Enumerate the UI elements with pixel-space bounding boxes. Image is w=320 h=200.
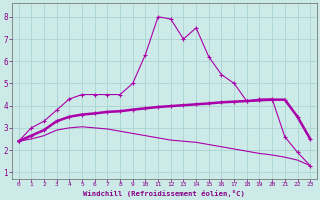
X-axis label: Windchill (Refroidissement éolien,°C): Windchill (Refroidissement éolien,°C) <box>84 190 245 197</box>
